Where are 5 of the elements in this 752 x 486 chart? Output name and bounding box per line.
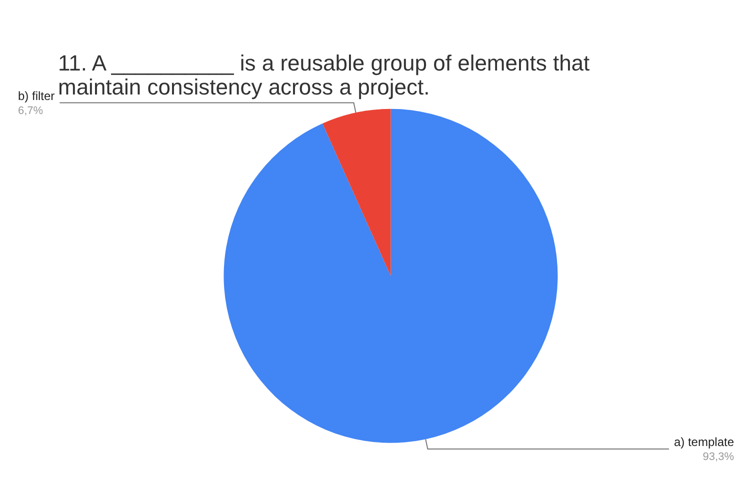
slice-label: a) template [674,434,734,449]
data-label: 93,3% [702,450,734,463]
slice-label: b) filter [18,88,55,103]
chart-title: 11. A __________ is a reusable group of elements that maintain consistency across a project. [58,50,596,100]
data-label: 6,7% [18,104,44,117]
